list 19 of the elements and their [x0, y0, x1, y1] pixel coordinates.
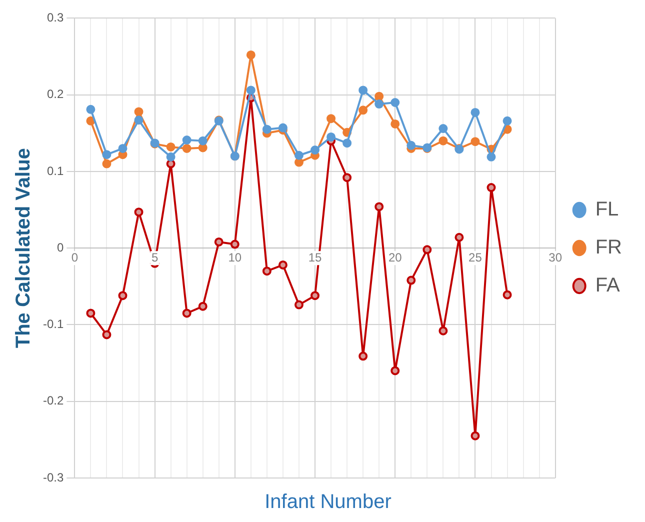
x-tick-label: 20 — [388, 250, 402, 264]
x-tick-label: 10 — [228, 250, 242, 264]
legend-label: FL — [595, 198, 619, 221]
y-tick-label: -0.3 — [42, 470, 64, 484]
y-tick-label: 0.2 — [46, 87, 64, 102]
y-tick-label: -0.2 — [42, 394, 64, 408]
y-tick-label: 0.3 — [46, 10, 64, 25]
x-tick-label: 5 — [151, 250, 158, 264]
x-tick-label: 15 — [308, 250, 322, 264]
y-tick-label: 0.1 — [46, 164, 64, 178]
legend-label: FR — [595, 236, 622, 259]
y-tick-label: 0 — [56, 240, 64, 254]
x-tick-label: 25 — [468, 250, 482, 264]
y-axis-title: The Calculated Value — [12, 148, 35, 348]
legend-label: FA — [595, 274, 620, 297]
x-tick-label: 0 — [71, 250, 78, 264]
y-tick-label: -0.1 — [42, 317, 64, 332]
x-tick-label: 30 — [548, 250, 562, 264]
x-axis-title: Infant Number — [264, 491, 392, 514]
